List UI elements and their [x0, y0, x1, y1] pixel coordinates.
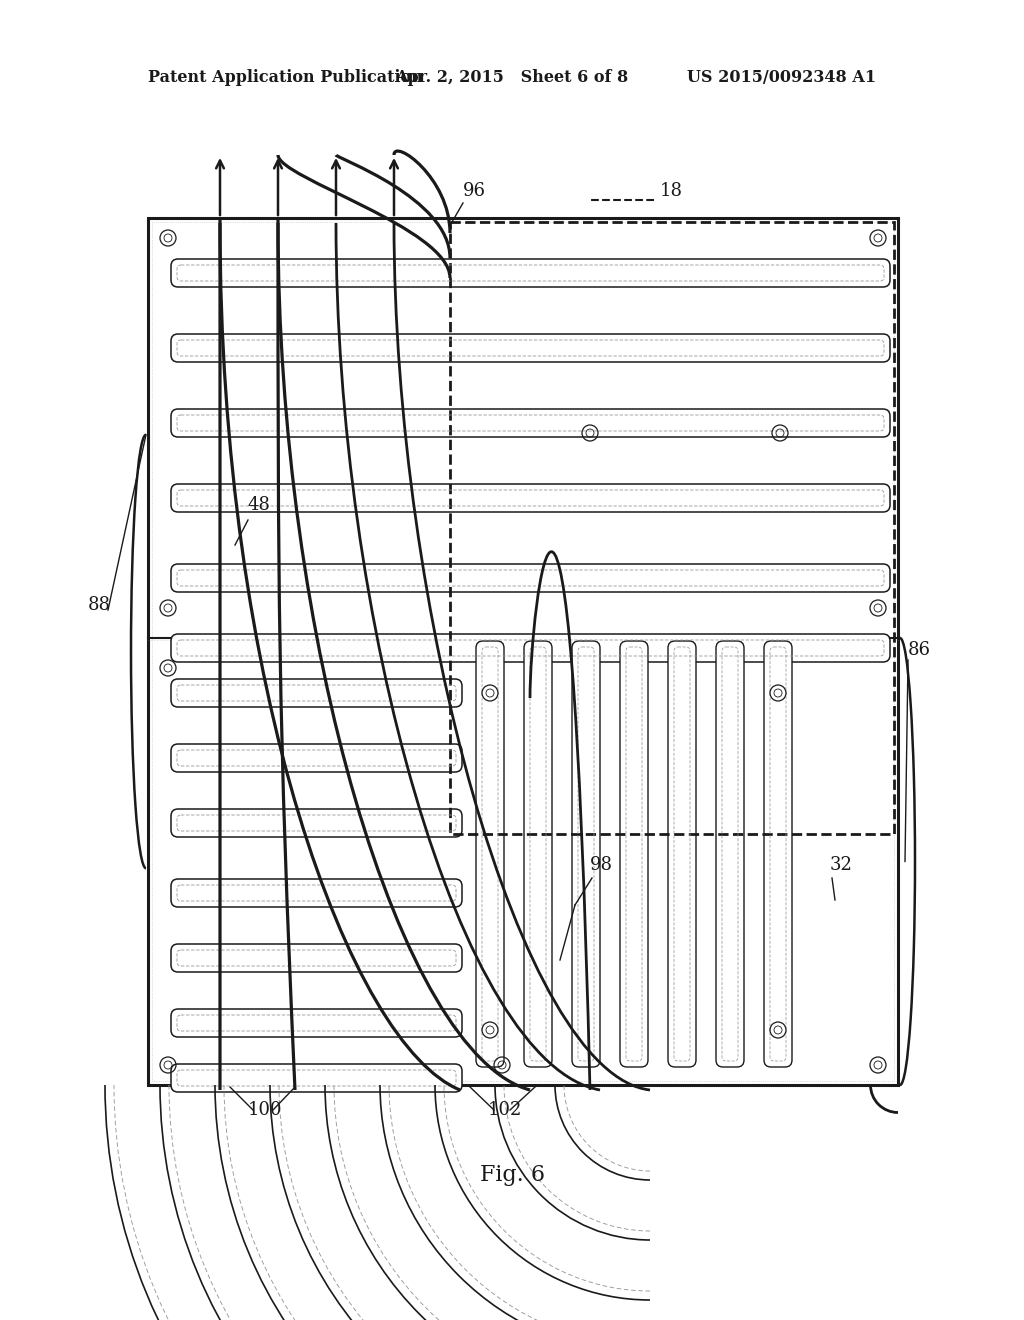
Text: 48: 48 [248, 496, 271, 513]
FancyBboxPatch shape [716, 642, 744, 1067]
FancyBboxPatch shape [171, 809, 462, 837]
FancyBboxPatch shape [171, 879, 462, 907]
Text: Patent Application Publication: Patent Application Publication [148, 70, 423, 87]
FancyBboxPatch shape [171, 944, 462, 972]
Text: Apr. 2, 2015   Sheet 6 of 8: Apr. 2, 2015 Sheet 6 of 8 [395, 70, 629, 87]
FancyBboxPatch shape [476, 642, 504, 1067]
Bar [450, 222, 894, 834]
FancyBboxPatch shape [171, 1064, 462, 1092]
FancyBboxPatch shape [171, 1008, 462, 1038]
FancyBboxPatch shape [171, 678, 462, 708]
Bar [148, 218, 898, 1085]
Text: 98: 98 [590, 855, 613, 874]
Text: 88: 88 [88, 597, 111, 614]
Text: 18: 18 [660, 182, 683, 201]
FancyBboxPatch shape [668, 642, 696, 1067]
FancyBboxPatch shape [171, 744, 462, 772]
Text: Fig. 6: Fig. 6 [479, 1164, 545, 1185]
FancyBboxPatch shape [171, 634, 890, 663]
FancyBboxPatch shape [620, 642, 648, 1067]
FancyBboxPatch shape [171, 259, 890, 286]
FancyBboxPatch shape [572, 642, 600, 1067]
Text: 32: 32 [830, 855, 853, 874]
FancyBboxPatch shape [764, 642, 792, 1067]
FancyBboxPatch shape [171, 334, 890, 362]
Text: 102: 102 [488, 1101, 522, 1119]
Text: 96: 96 [463, 182, 486, 201]
FancyBboxPatch shape [171, 484, 890, 512]
Text: US 2015/0092348 A1: US 2015/0092348 A1 [687, 70, 876, 87]
FancyBboxPatch shape [524, 642, 552, 1067]
FancyBboxPatch shape [171, 564, 890, 591]
Text: 100: 100 [248, 1101, 283, 1119]
FancyBboxPatch shape [171, 409, 890, 437]
Text: 86: 86 [908, 642, 931, 659]
Bar [152, 222, 894, 1081]
